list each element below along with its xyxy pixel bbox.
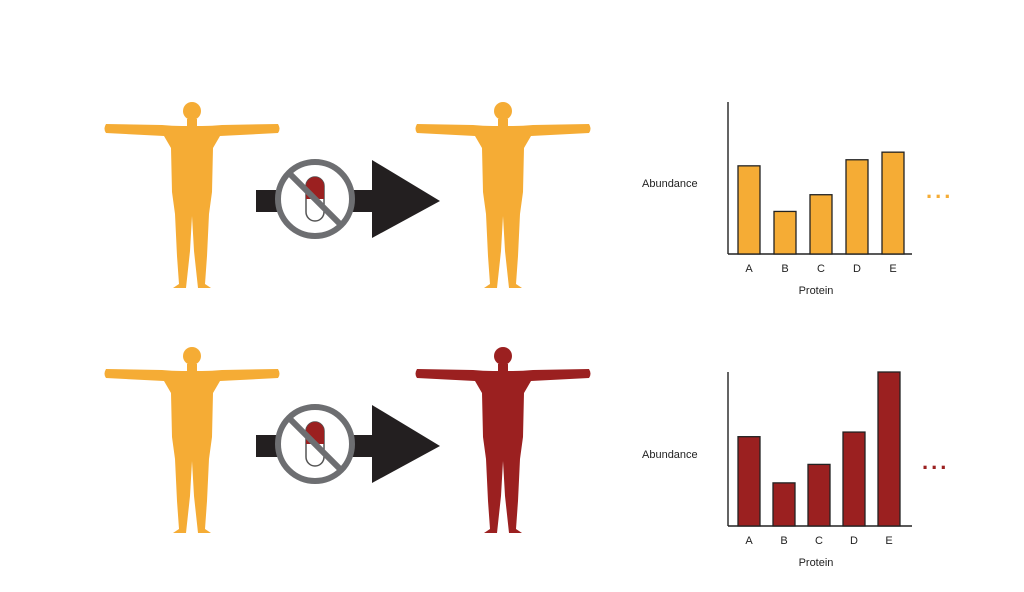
bar-d xyxy=(845,159,869,255)
ellipsis: ... xyxy=(922,449,949,474)
x-tick-label: B xyxy=(781,263,788,275)
bar-a xyxy=(737,436,761,527)
x-tick-label: C xyxy=(815,535,823,547)
bar-e xyxy=(877,371,901,527)
y-axis-label: Abundance xyxy=(642,178,698,190)
bar-b xyxy=(773,210,797,255)
x-axis-label: Protein xyxy=(799,557,834,569)
ellipsis: ... xyxy=(926,178,953,203)
protein-chart-variant: Abundance A B C D E Protein xyxy=(642,371,912,569)
person-after-icon xyxy=(415,347,591,533)
bar-e xyxy=(881,151,905,255)
person-before-icon xyxy=(104,347,280,533)
bar-b xyxy=(772,482,796,527)
bar-c xyxy=(807,463,831,527)
control-row: Abundance A B C D E Protein ... xyxy=(104,102,953,297)
x-tick-label: C xyxy=(817,263,825,275)
no-drug-icon xyxy=(275,159,355,239)
person-after-icon xyxy=(415,102,591,288)
variant-row: Abundance A B C D E Protein ... xyxy=(104,347,949,569)
x-tick-label: A xyxy=(745,535,753,547)
person-before-icon xyxy=(104,102,280,288)
bar-a xyxy=(737,165,761,255)
x-tick-label: D xyxy=(850,535,858,547)
y-axis-label: Abundance xyxy=(642,449,698,461)
x-tick-label: E xyxy=(885,535,892,547)
protein-chart-control: Abundance A B C D E Protein xyxy=(642,102,912,297)
x-axis-label: Protein xyxy=(799,285,834,297)
bar-d xyxy=(842,431,866,527)
bar-c xyxy=(809,194,833,255)
no-drug-icon xyxy=(275,404,355,484)
x-tick-label: B xyxy=(780,535,787,547)
x-tick-label: D xyxy=(853,263,861,275)
x-tick-label: A xyxy=(745,263,753,275)
x-tick-label: E xyxy=(889,263,896,275)
